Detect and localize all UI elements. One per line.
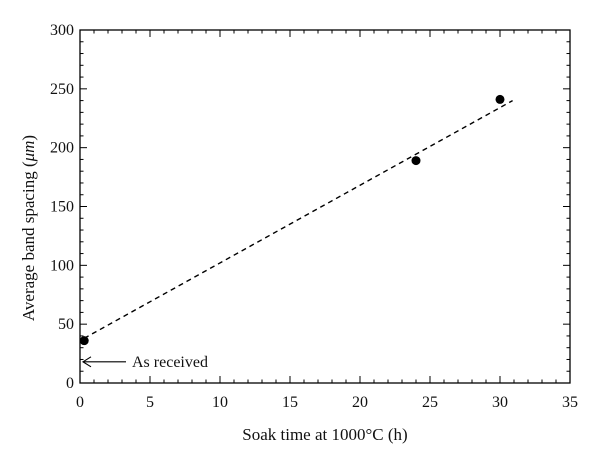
annotation-layer: As received (81, 354, 208, 371)
x-tick-label: 5 (146, 394, 154, 411)
y-axis-label: Average band spacing (μm) (19, 135, 38, 321)
y-tick-label: 100 (50, 257, 74, 274)
data-point (411, 156, 421, 166)
x-tick-label: 15 (282, 394, 298, 411)
y-tick-label: 150 (50, 199, 74, 216)
y-tick-label: 0 (66, 375, 74, 392)
y-tick-label: 50 (58, 316, 74, 333)
y-tick-label: 300 (50, 22, 74, 39)
tick-labels: 0 5 10 15 20 25 30 35 0 50 100 150 200 250 300 (50, 22, 578, 411)
y-axis-label-prefix: Average band spacing ( (19, 161, 38, 321)
x-tick-label: 30 (492, 394, 508, 411)
data-point (79, 336, 89, 346)
x-axis-label: Soak time at 1000°C (h) (242, 425, 407, 444)
y-axis-label-unit: μm (19, 141, 38, 163)
x-tick-label: 0 (76, 394, 84, 411)
y-tick-label: 200 (50, 140, 74, 157)
x-tick-label: 20 (352, 394, 368, 411)
y-tick-label: 250 (50, 81, 74, 98)
series-layer (79, 94, 513, 346)
x-tick-label: 10 (212, 394, 228, 411)
annotation-arrow-head (81, 356, 92, 368)
trend-line (83, 99, 513, 339)
axes (79, 29, 571, 384)
x-tick-label: 35 (562, 394, 578, 411)
data-point (495, 94, 505, 104)
y-axis-label-suffix: ) (19, 135, 38, 141)
x-tick-label: 25 (422, 394, 438, 411)
ticks (79, 29, 571, 384)
annotation-label: As received (132, 354, 208, 371)
plot-frame (79, 29, 571, 384)
